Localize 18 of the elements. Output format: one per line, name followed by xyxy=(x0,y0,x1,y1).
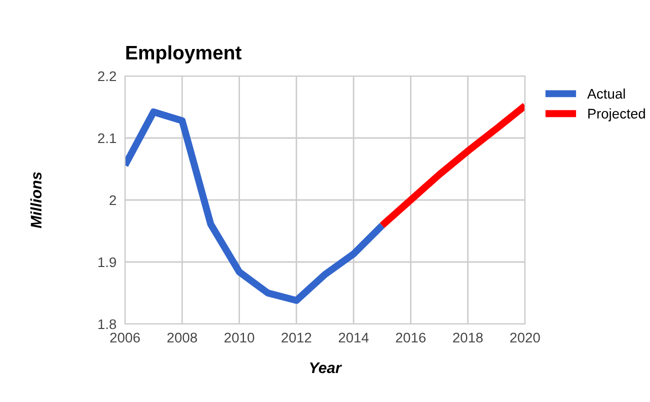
y-tick-label: 2.2 xyxy=(98,71,116,82)
legend-label: Actual xyxy=(587,88,625,99)
x-tick-label: 2008 xyxy=(167,332,197,343)
y-axis-title: Millions xyxy=(30,172,42,228)
legend-label: Projected xyxy=(588,108,645,122)
x-tick-label: 2012 xyxy=(282,332,312,343)
x-tick-label: 2010 xyxy=(224,332,254,343)
x-tick-label: 2020 xyxy=(510,332,540,343)
y-tick-label: 2.1 xyxy=(98,133,116,144)
y-tick-label: 2 xyxy=(110,195,116,206)
y-tick-label: 1.8 xyxy=(98,319,116,330)
x-tick-label: 2014 xyxy=(338,332,369,343)
x-axis-title: Year xyxy=(310,362,342,374)
x-tick-label: 2018 xyxy=(453,332,483,343)
x-tick-label: 2006 xyxy=(110,332,140,343)
chart-title: Employment xyxy=(126,45,242,64)
y-tick-label: 1.9 xyxy=(98,257,116,268)
x-tick-label: 2016 xyxy=(396,332,426,343)
